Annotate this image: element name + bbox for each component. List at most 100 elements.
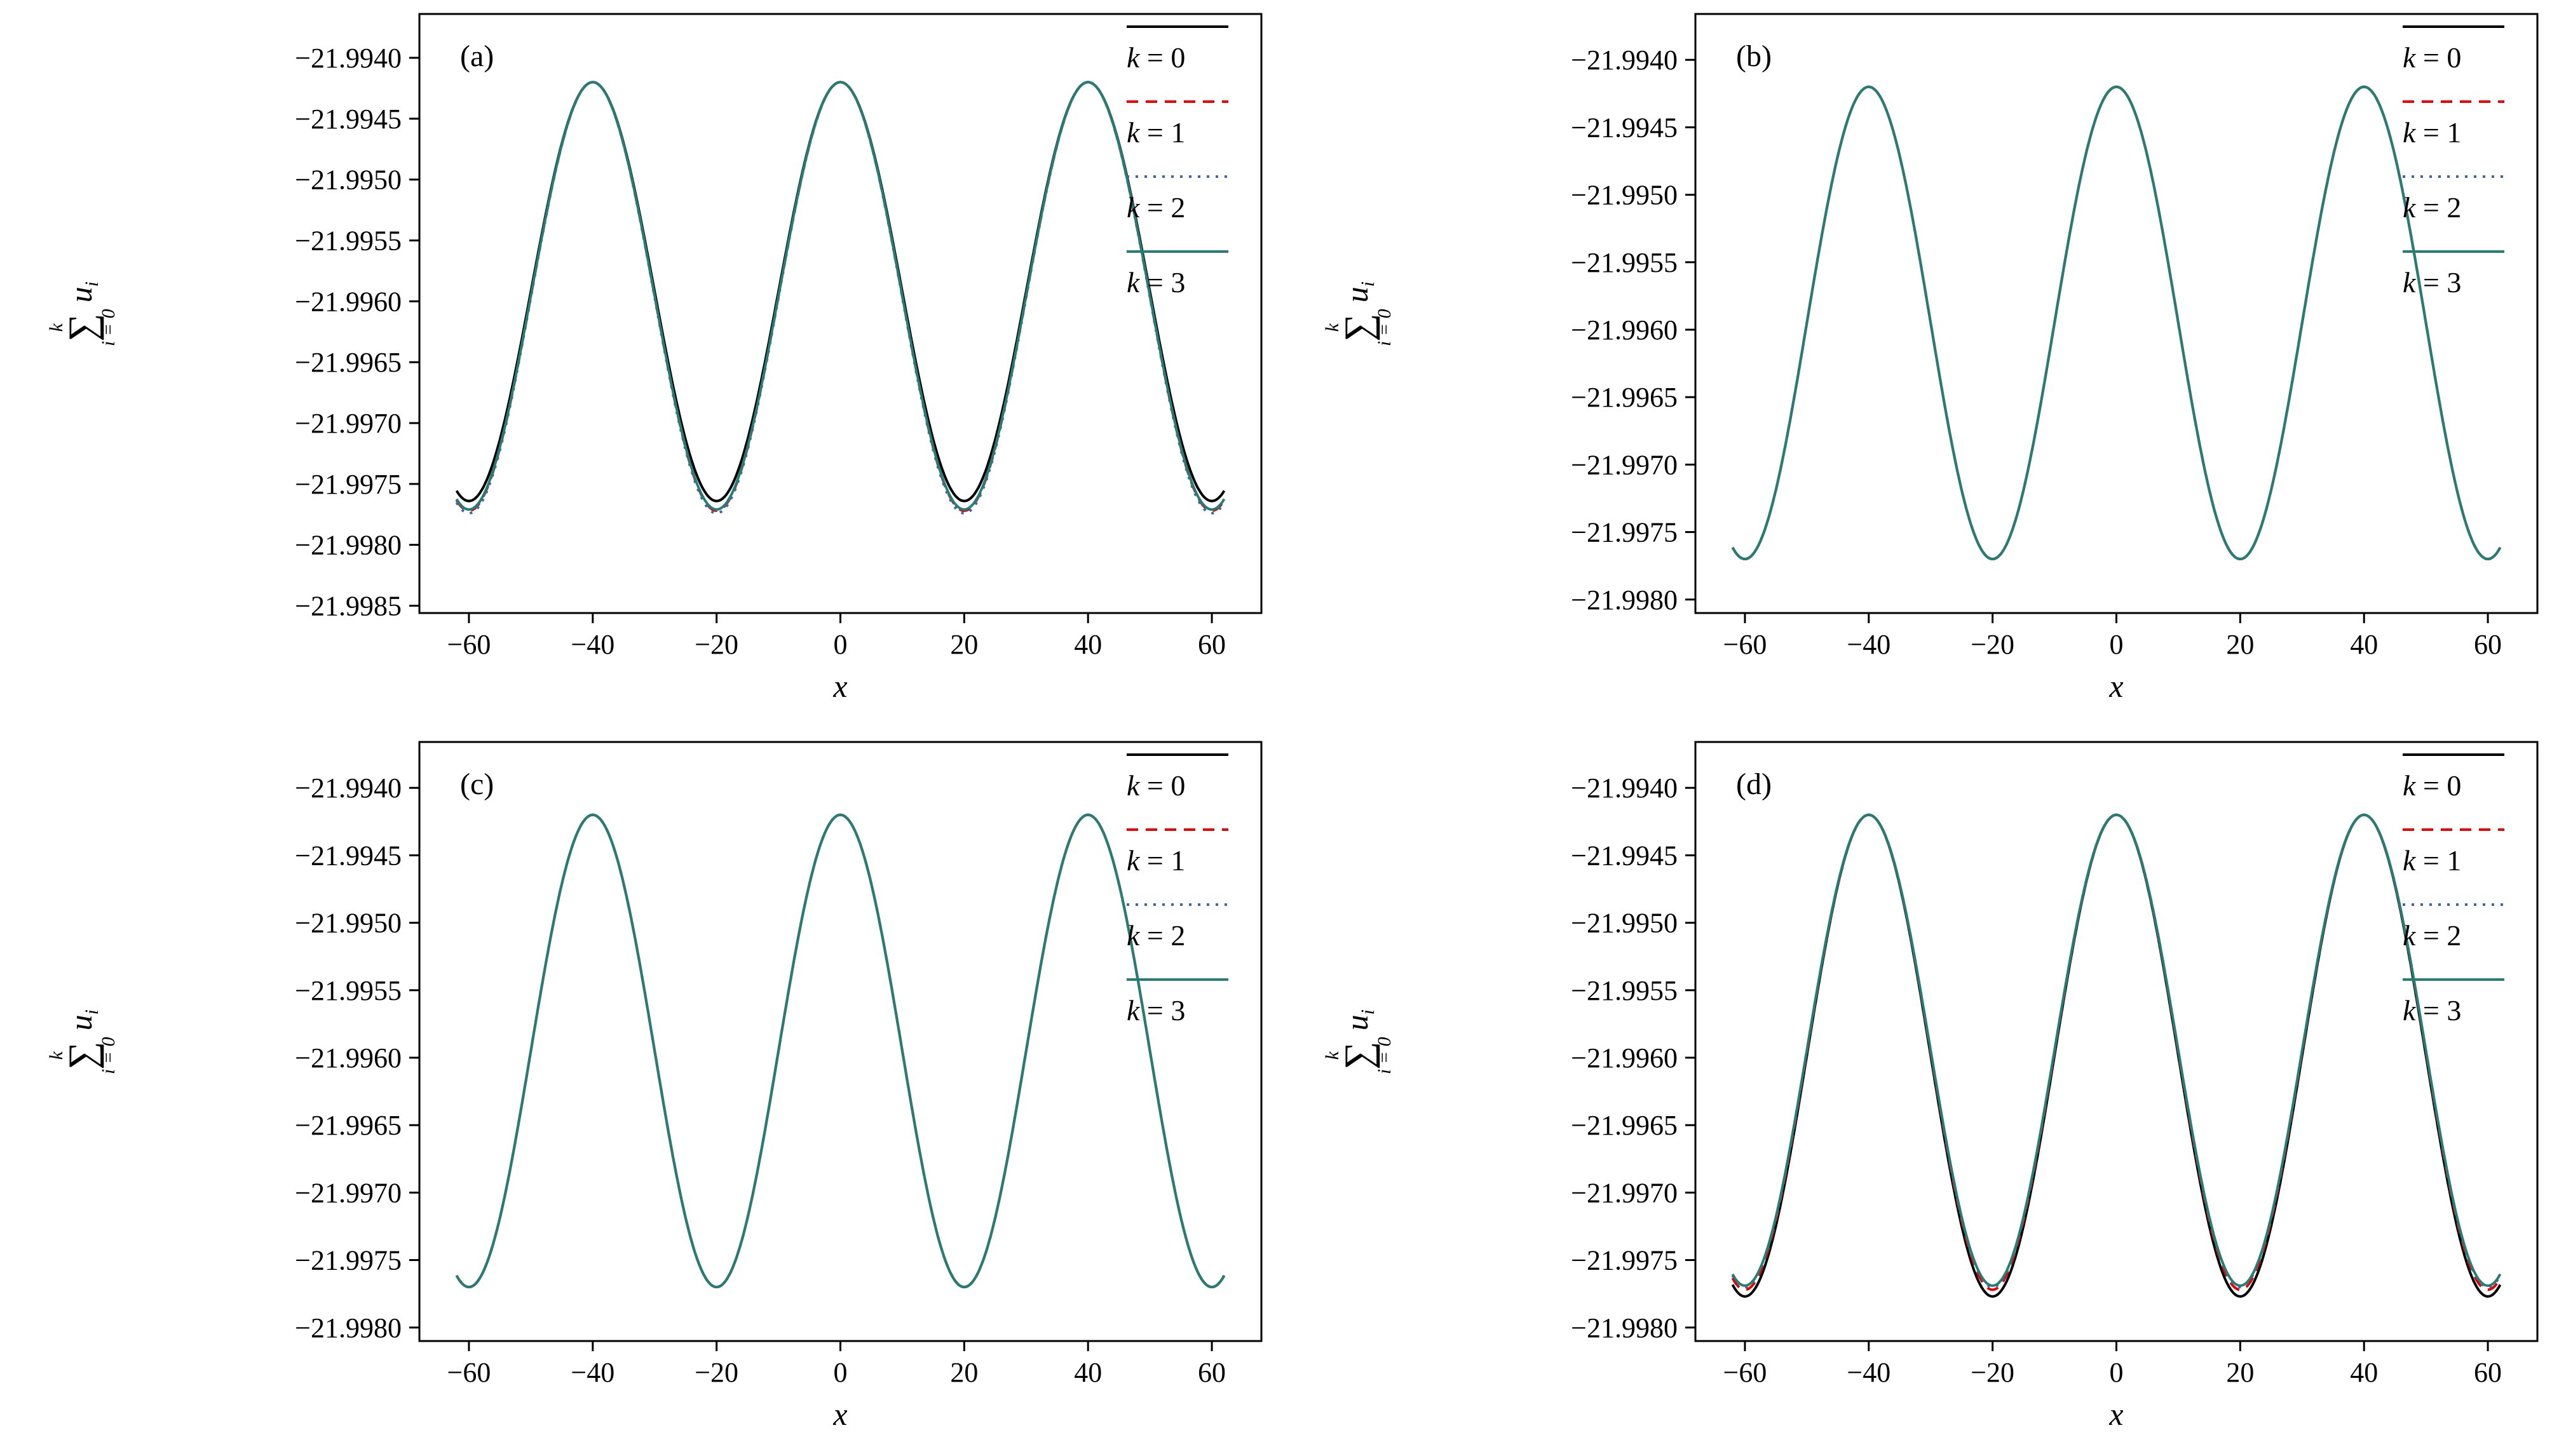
y-tick-label: −21.9940	[295, 772, 402, 804]
y-axis-label: k ∑ i = 0 ui	[1320, 934, 1397, 1150]
series-k=2	[455, 813, 1226, 1289]
summand-var: u	[1339, 1014, 1374, 1031]
y-tick-label: −21.9950	[295, 165, 402, 196]
legend-label: k = 0	[2403, 769, 2461, 802]
sum-lower-limit: i = 0	[1374, 309, 1395, 346]
summand-var: u	[63, 286, 98, 303]
y-axis-label: k ∑ i = 0 ui	[44, 934, 121, 1150]
x-tick-label: −40	[571, 629, 614, 660]
series-k=3	[1731, 85, 2502, 561]
legend-label: k = 1	[2403, 116, 2461, 149]
x-tick-label: 20	[2226, 1357, 2254, 1388]
y-tick-label: −21.9960	[1571, 1042, 1678, 1074]
legend-label: k = 2	[1127, 919, 1185, 952]
series-k=2	[455, 81, 1226, 515]
y-tick-label: −21.9965	[295, 347, 402, 378]
sum-lower-limit: i = 0	[98, 309, 119, 346]
x-tick-label: −20	[695, 629, 738, 660]
series-k=2	[1731, 813, 2502, 1289]
x-tick-label: 20	[2226, 629, 2254, 660]
x-tick-label: 0	[2110, 1357, 2124, 1388]
series-k=0	[455, 813, 1226, 1289]
x-tick-label: −20	[695, 1357, 738, 1388]
y-tick-label: −21.9945	[295, 840, 402, 871]
series-k=0	[1731, 85, 2502, 561]
x-tick-label: 20	[950, 1357, 978, 1388]
x-tick-label: 20	[950, 629, 978, 660]
summation-symbol: k ∑ i = 0	[1322, 309, 1395, 346]
series-k=3	[1731, 813, 2502, 1287]
y-tick-label: −21.9955	[1571, 975, 1678, 1006]
x-tick-label: −60	[447, 1357, 491, 1388]
x-tick-label: −40	[571, 1357, 614, 1388]
x-tick-label: 40	[1074, 1357, 1102, 1388]
sigma-icon: ∑	[60, 1041, 104, 1070]
y-tick-label: −21.9975	[295, 469, 402, 500]
series-k=2	[1731, 85, 2502, 561]
y-tick-label: −21.9960	[295, 286, 402, 317]
series-k=1	[455, 813, 1226, 1289]
legend-label: k = 3	[2403, 266, 2461, 299]
x-axis-label: x	[2108, 668, 2123, 704]
y-tick-label: −21.9980	[1571, 584, 1678, 616]
series-k=1	[455, 81, 1226, 513]
summation-symbol: k ∑ i = 0	[46, 309, 119, 346]
x-tick-label: −20	[1971, 629, 2014, 660]
x-tick-label: 0	[834, 629, 848, 660]
sum-lower-limit: i = 0	[98, 1037, 119, 1074]
plot-frame	[1694, 741, 2539, 1342]
y-tick-label: −21.9955	[295, 975, 402, 1006]
summand: ui	[62, 281, 103, 302]
y-tick-label: −21.9945	[295, 104, 402, 135]
legend-label: k = 2	[2403, 919, 2461, 952]
summand-subscript: i	[1357, 281, 1378, 287]
x-tick-label: −60	[1723, 629, 1767, 660]
panel-b: k ∑ i = 0 ui −21.9940 −21.9945 −21.9950 −21.9…	[1276, 0, 2552, 728]
series-k=0	[1731, 813, 2502, 1298]
legend-label: k = 3	[1127, 994, 1185, 1027]
y-tick-label: −21.9965	[1571, 382, 1678, 413]
panel-a: k ∑ i = 0 ui −21.9940 −21.9945 −21.9950 −21.9…	[0, 0, 1276, 728]
legend-label: k = 2	[1127, 191, 1185, 224]
series-k=1	[1731, 85, 2502, 561]
legend-label: k = 3	[1127, 266, 1185, 299]
plot-b: −21.9940 −21.9945 −21.9950 −21.9955 −21.9960…	[1571, 13, 2539, 704]
y-tick-label: −21.9945	[1571, 840, 1678, 871]
sigma-icon: ∑	[1336, 1041, 1380, 1070]
y-tick-label: −21.9975	[1571, 517, 1678, 548]
y-tick-label: −21.9955	[295, 226, 402, 257]
y-tick-label: −21.9970	[1571, 449, 1678, 480]
plot-d: −21.9940 −21.9945 −21.9950 −21.9955 −21.9960…	[1571, 741, 2539, 1432]
x-tick-label: −40	[1847, 1357, 1890, 1388]
y-tick-label: −21.9960	[295, 1042, 402, 1074]
panel-d: k ∑ i = 0 ui −21.9940 −21.9945 −21.9950 −21.9…	[1276, 728, 2552, 1456]
y-tick-label: −21.9965	[1571, 1110, 1678, 1141]
summand-var: u	[63, 1014, 98, 1031]
summation-symbol: k ∑ i = 0	[46, 1037, 119, 1074]
y-tick-label: −21.9940	[295, 43, 402, 74]
panel-letter: (c)	[460, 767, 494, 801]
y-tick-label: −21.9945	[1571, 112, 1678, 143]
summand-subscript: i	[81, 1009, 102, 1015]
y-tick-label: −21.9940	[1571, 772, 1678, 804]
x-tick-label: −60	[1723, 1357, 1767, 1388]
x-tick-label: 60	[2474, 1357, 2502, 1388]
plot-a: −21.9940 −21.9945 −21.9950 −21.9955 −21.9960…	[295, 13, 1263, 704]
series-k=0	[455, 81, 1226, 502]
y-tick-label: −21.9980	[1571, 1312, 1678, 1344]
y-tick-label: −21.9975	[295, 1245, 402, 1276]
summand: ui	[1338, 281, 1379, 302]
summand-subscript: i	[81, 281, 102, 287]
panel-letter: (b)	[1736, 39, 1772, 73]
plot-frame	[418, 741, 1263, 1342]
summand-subscript: i	[1357, 1009, 1378, 1015]
series-k=1	[1731, 813, 2502, 1291]
x-tick-label: −20	[1971, 1357, 2014, 1388]
sigma-icon: ∑	[1336, 313, 1380, 342]
summand: ui	[62, 1009, 103, 1030]
x-tick-label: 0	[2110, 629, 2124, 660]
y-tick-label: −21.9950	[1571, 908, 1678, 939]
y-axis-label: k ∑ i = 0 ui	[1320, 206, 1397, 422]
legend-label: k = 0	[1127, 769, 1185, 802]
